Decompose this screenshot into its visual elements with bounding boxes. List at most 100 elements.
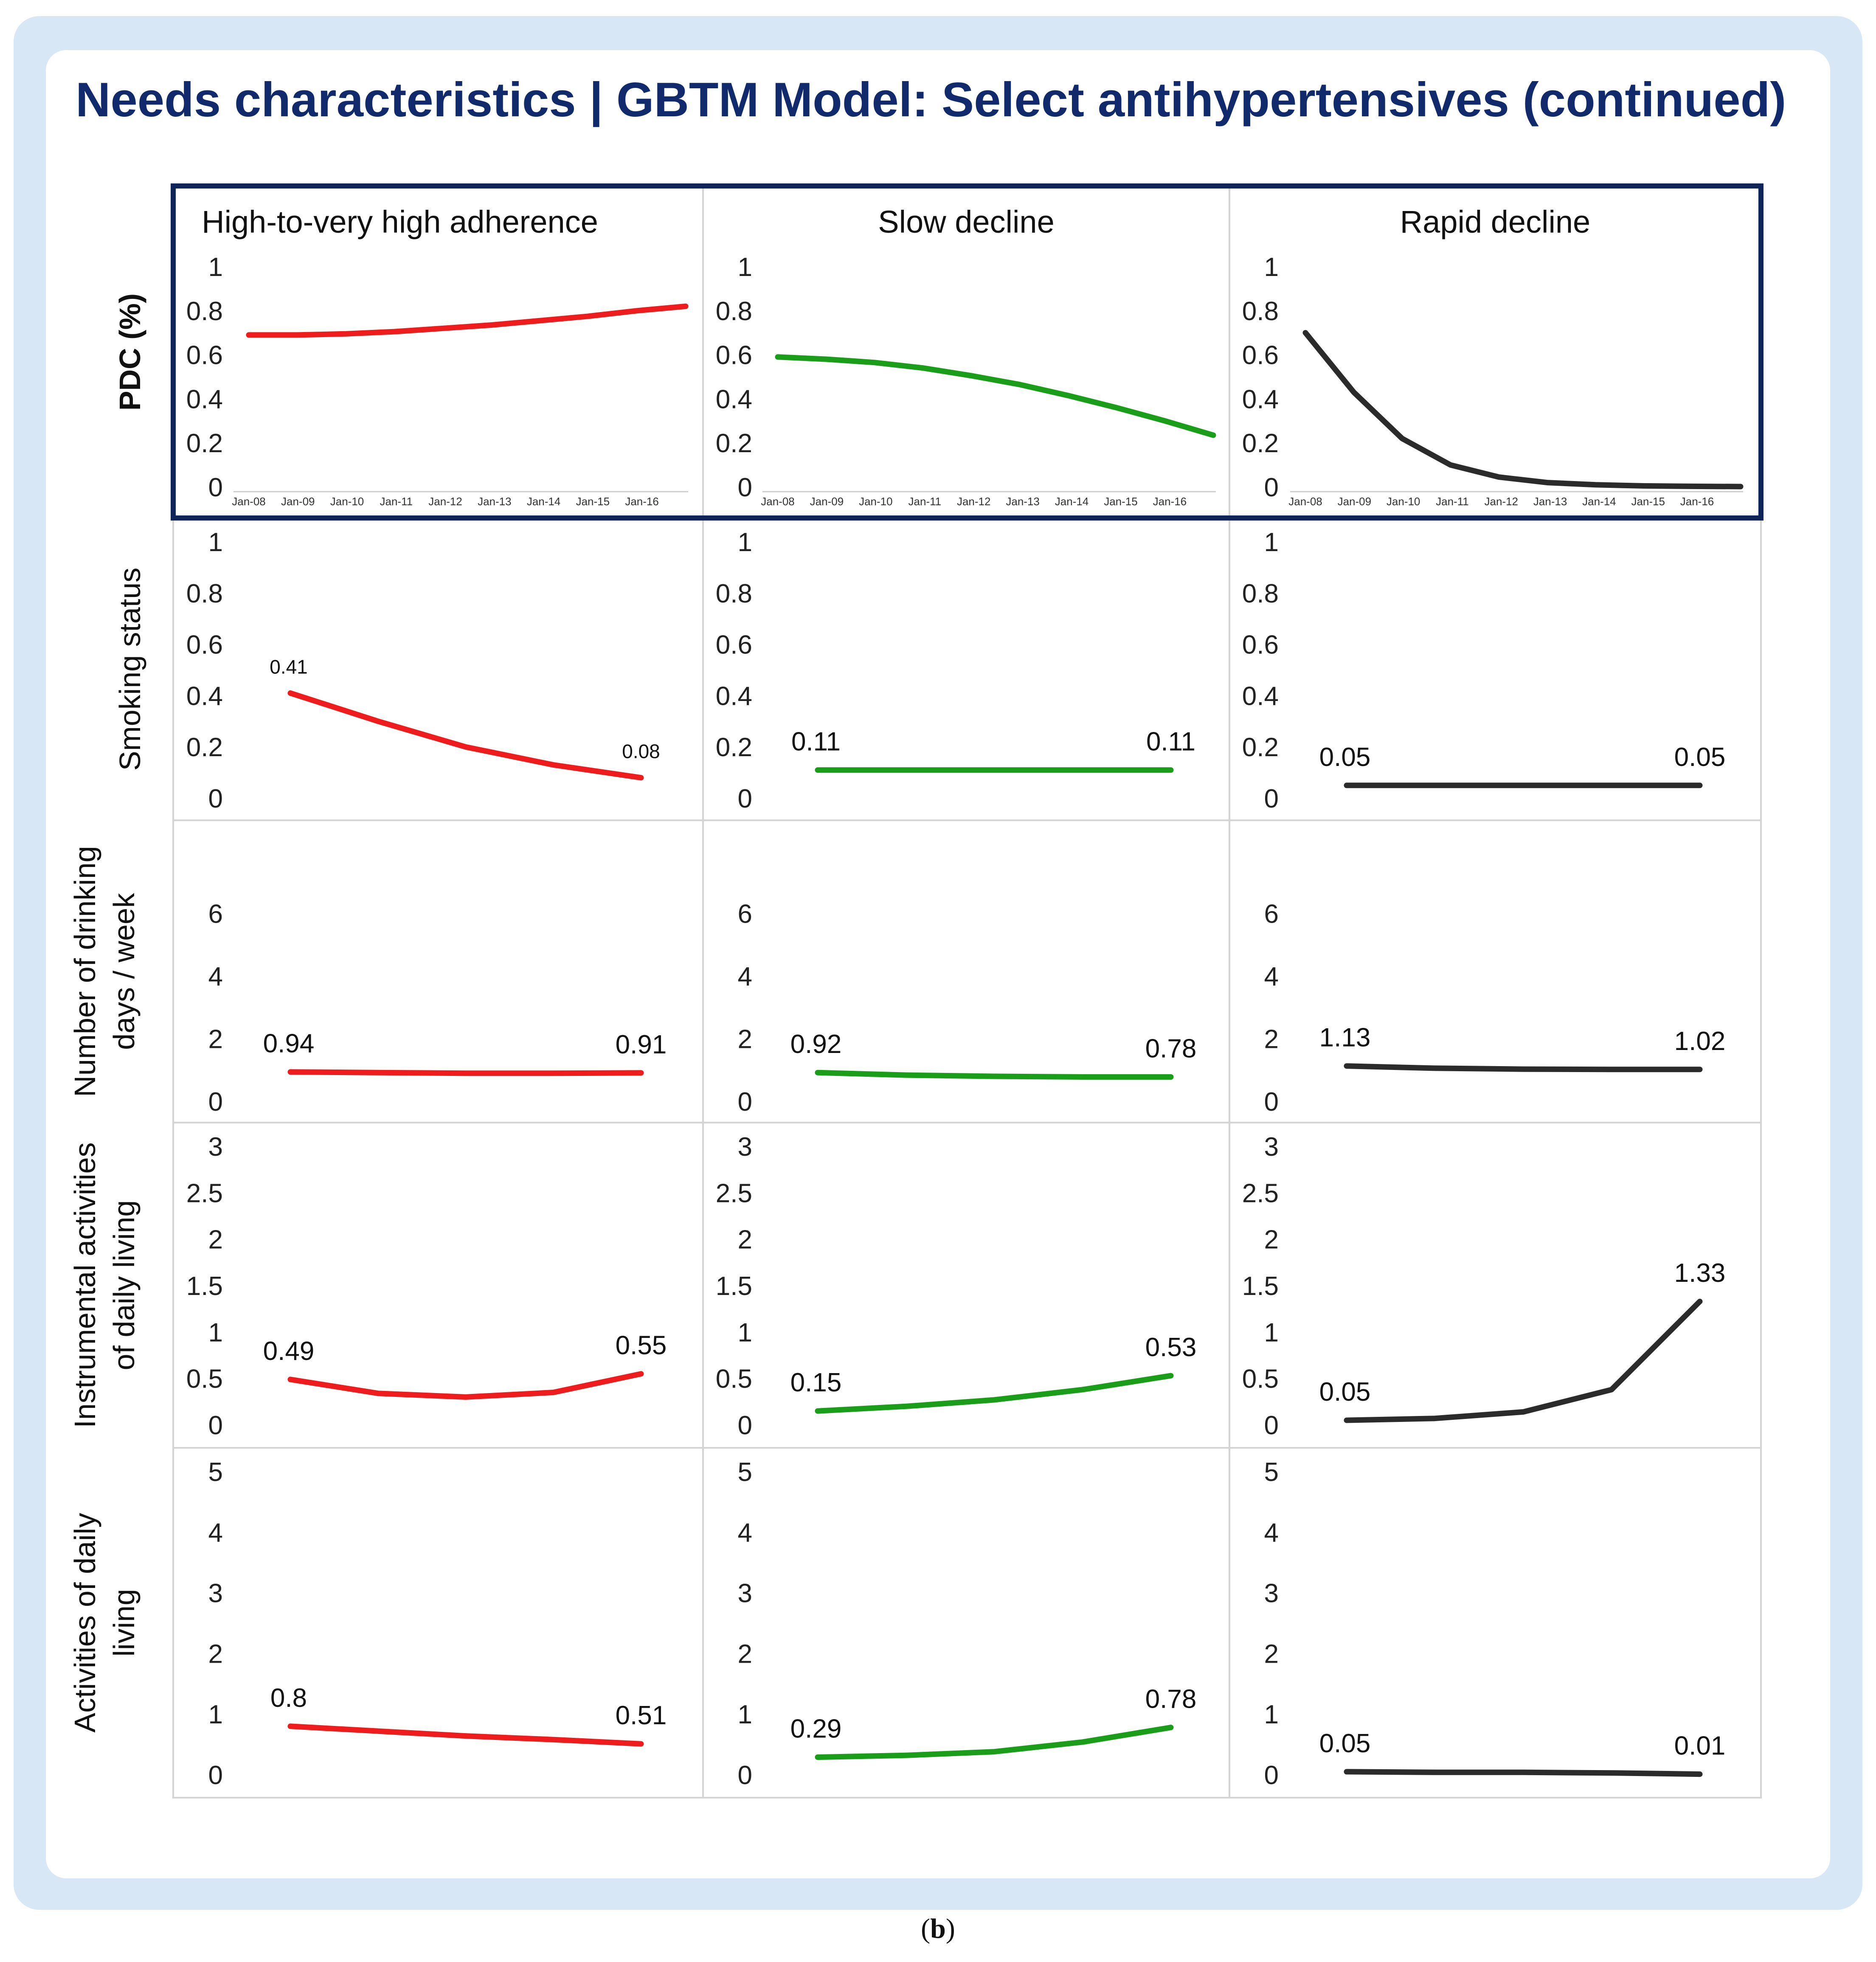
ytick-label-r0-c1: 1 [738, 253, 752, 282]
xtick-label-c0-7: Jan-15 [576, 495, 610, 508]
ytick-label-r2-c2: 4 [1264, 962, 1279, 991]
ytick-label-r1-c0: 0 [208, 784, 223, 814]
xtick-label-c0-4: Jan-12 [428, 495, 462, 508]
xtick-label-c0-2: Jan-10 [330, 495, 364, 508]
panel-cell-r3-c1 [702, 1122, 1230, 1449]
series-line-r2-c2 [1344, 1063, 1703, 1072]
ytick-label-r1-c2: 0.4 [1242, 681, 1279, 711]
data-label-end-r4-c1: 0.78 [1145, 1685, 1197, 1714]
ytick-label-r1-c0: 0.4 [186, 681, 223, 711]
series-line-r3-c1 [815, 1373, 1174, 1414]
ytick-label-r1-c2: 0.8 [1242, 579, 1279, 608]
ytick-label-r2-c1: 4 [738, 962, 752, 991]
ytick-label-r3-c0: 0 [208, 1411, 223, 1440]
ytick-label-r0-c2: 0.2 [1242, 429, 1279, 458]
data-label-start-r2-c1: 0.92 [790, 1030, 842, 1059]
ytick-label-r1-c0: 0.2 [186, 733, 223, 762]
data-label-start-r2-c2: 1.13 [1319, 1023, 1371, 1053]
ytick-label-r0-c0: 1 [208, 253, 223, 282]
xtick-label-c0-3: Jan-11 [380, 495, 413, 508]
ytick-label-r4-c1: 3 [738, 1579, 752, 1608]
xtick-label-c0-0: Jan-08 [232, 495, 266, 508]
ytick-label-r3-c1: 1 [738, 1318, 752, 1347]
ytick-label-r0-c1: 0.6 [716, 341, 752, 370]
data-label-end-r1-c2: 0.05 [1674, 743, 1726, 772]
panel-cell-r3-c0 [172, 1122, 704, 1449]
ytick-label-r4-c1: 0 [738, 1761, 752, 1790]
data-label-end-r4-c0: 0.51 [616, 1701, 667, 1730]
ytick-label-r1-c2: 0 [1264, 784, 1279, 814]
xtick-label-c2-0: Jan-08 [1288, 495, 1322, 508]
row-label-4-line-0: Activities of daily [68, 1513, 101, 1732]
ytick-label-r0-c1: 0.8 [716, 297, 752, 326]
row-label-2-line-0: Number of drinking [68, 846, 101, 1097]
figure-caption: (b) [0, 1913, 1876, 1945]
ytick-label-r2-c1: 0 [738, 1087, 752, 1117]
xtick-label-c1-1: Jan-09 [810, 495, 844, 508]
caption-letter: b [930, 1913, 946, 1944]
ytick-label-r3-c0: 1 [208, 1318, 223, 1347]
ytick-label-r3-c0: 2 [208, 1225, 223, 1255]
ytick-label-r3-c2: 0.5 [1242, 1365, 1279, 1394]
ytick-label-r2-c1: 6 [738, 900, 752, 929]
ytick-label-r3-c0: 0.5 [186, 1365, 223, 1394]
ytick-label-r0-c0: 0 [208, 473, 223, 502]
ytick-label-r4-c2: 4 [1264, 1518, 1279, 1548]
ytick-label-r0-c0: 0.8 [186, 297, 223, 326]
ytick-label-r2-c0: 0 [208, 1087, 223, 1117]
ytick-label-r4-c2: 0 [1264, 1761, 1279, 1790]
inner-panel [46, 50, 1830, 1878]
data-label-end-r2-c0: 0.91 [616, 1030, 667, 1059]
ytick-label-r3-c2: 1 [1264, 1318, 1279, 1347]
data-label-start-r3-c0: 0.49 [263, 1337, 315, 1366]
xtick-label-c1-5: Jan-13 [1006, 495, 1040, 508]
xtick-label-c1-2: Jan-10 [859, 495, 893, 508]
data-label-end-r4-c2: 0.01 [1674, 1731, 1726, 1761]
data-label-start-r1-c0: 0.41 [270, 656, 308, 678]
ytick-label-r0-c0: 0.6 [186, 341, 223, 370]
series-line-r0-c2 [1302, 330, 1744, 490]
ytick-label-r1-c0: 1 [208, 528, 223, 557]
data-label-end-r1-c0: 0.08 [622, 740, 660, 763]
caption-close: ) [945, 1913, 955, 1944]
xtick-label-c1-3: Jan-11 [908, 495, 941, 508]
ytick-label-r4-c0: 3 [208, 1579, 223, 1608]
series-line-r2-c1 [815, 1070, 1174, 1080]
ytick-label-r0-c1: 0.2 [716, 429, 752, 458]
pdc-row-highlight-frame [171, 183, 1763, 521]
row-label-3-line-1: of daily living [107, 1200, 141, 1371]
ytick-label-r3-c0: 3 [208, 1132, 223, 1162]
row-label-1-line-0: Smoking status [113, 568, 146, 771]
xtick-label-c2-4: Jan-12 [1485, 495, 1519, 508]
xtick-label-c0-5: Jan-13 [478, 495, 512, 508]
panel-cell-r1-c1 [702, 517, 1230, 821]
data-label-start-r3-c2: 0.05 [1319, 1377, 1371, 1407]
ytick-label-r1-c0: 0.6 [186, 631, 223, 660]
series-line-r4-c0 [287, 1723, 644, 1747]
row-label-0-line-0: PDC (%) [113, 293, 146, 411]
ytick-label-r2-c1: 2 [738, 1025, 752, 1054]
series-line-r1-c0 [287, 690, 644, 781]
column-header-0: High-to-very high adherence [202, 204, 598, 239]
series-line-r0-c0 [246, 303, 689, 338]
series-line-r4-c2 [1344, 1769, 1703, 1777]
ytick-label-r1-c1: 0.2 [716, 733, 752, 762]
ytick-label-r4-c2: 5 [1264, 1458, 1279, 1487]
row-label-2-line-1: days / week [107, 892, 141, 1050]
data-label-start-r2-c0: 0.94 [263, 1029, 315, 1058]
xtick-label-c1-8: Jan-16 [1153, 495, 1187, 508]
ytick-label-r3-c0: 1.5 [186, 1272, 223, 1301]
ytick-label-r2-c0: 4 [208, 962, 223, 991]
ytick-label-r3-c1: 3 [738, 1132, 752, 1162]
ytick-label-r3-c2: 1.5 [1242, 1272, 1279, 1301]
ytick-label-r0-c2: 0 [1264, 473, 1279, 502]
xtick-label-c1-6: Jan-14 [1055, 495, 1089, 508]
data-label-start-r3-c1: 0.15 [790, 1368, 842, 1397]
series-line-r0-c1 [775, 354, 1216, 438]
ytick-label-r1-c2: 1 [1264, 528, 1279, 557]
ytick-label-r2-c2: 6 [1264, 900, 1279, 929]
data-label-end-r3-c1: 0.53 [1145, 1333, 1197, 1362]
ytick-label-r4-c1: 1 [738, 1700, 752, 1729]
ytick-label-r3-c2: 3 [1264, 1132, 1279, 1162]
ytick-label-r0-c0: 0.2 [186, 429, 223, 458]
